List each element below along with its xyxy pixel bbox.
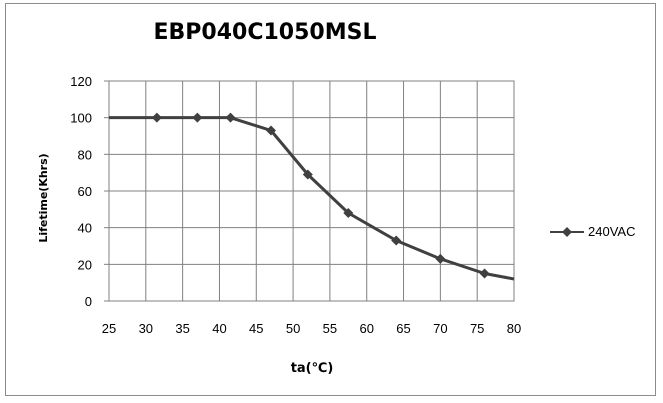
x-tick-label-40: 40 xyxy=(212,321,226,336)
x-tick-label-30: 30 xyxy=(139,321,153,336)
data-point-3 xyxy=(225,112,236,123)
y-tick-label-120: 120 xyxy=(70,74,92,89)
data-point-9 xyxy=(479,268,490,279)
x-tick-label-35: 35 xyxy=(175,321,189,336)
x-tick-label-80: 80 xyxy=(507,321,521,336)
data-point-7 xyxy=(391,235,402,246)
y-tick-label-60: 60 xyxy=(78,184,92,199)
data-point-8 xyxy=(435,253,446,264)
y-tick-label-20: 20 xyxy=(78,257,92,272)
grid-lines xyxy=(108,80,515,302)
axes xyxy=(104,80,515,302)
data-point-6 xyxy=(343,208,354,218)
y-tick-label-40: 40 xyxy=(78,221,92,236)
chart-title: EBP040C1050MSL xyxy=(153,20,377,45)
series-240vac xyxy=(109,112,515,281)
x-tick-label-55: 55 xyxy=(323,321,337,336)
data-point-1 xyxy=(151,112,162,123)
y-tick-label-0: 0 xyxy=(85,294,92,309)
legend: 240VAC xyxy=(550,224,635,239)
x-tick-label-75: 75 xyxy=(470,321,484,336)
x-tick-label-50: 50 xyxy=(286,321,300,336)
data-point-5 xyxy=(302,169,313,180)
x-tick-label-45: 45 xyxy=(249,321,263,336)
data-point-4 xyxy=(266,125,276,136)
legend-swatch-240vac xyxy=(550,226,584,237)
series-line-0 xyxy=(109,116,515,281)
legend-label-240vac: 240VAC xyxy=(588,224,636,239)
chart-frame xyxy=(5,3,656,396)
plot-area-border xyxy=(108,80,515,302)
x-axis-label: ta(℃) xyxy=(291,361,334,376)
y-tick-label-80: 80 xyxy=(78,147,92,162)
x-tick-label-25: 25 xyxy=(102,321,116,336)
y-tick-label-100: 100 xyxy=(70,111,92,126)
x-tick-label-70: 70 xyxy=(433,321,447,336)
x-tick-label-65: 65 xyxy=(396,321,410,336)
tick-labels: 25 30 35 40 45 50 55 60 65 70 75 80 0 20 40 60 80 100 120 xyxy=(70,74,521,336)
data-point-2 xyxy=(192,112,203,123)
y-axis-label: Lifetime(Khrs) xyxy=(37,153,50,242)
x-tick-label-60: 60 xyxy=(359,321,373,336)
